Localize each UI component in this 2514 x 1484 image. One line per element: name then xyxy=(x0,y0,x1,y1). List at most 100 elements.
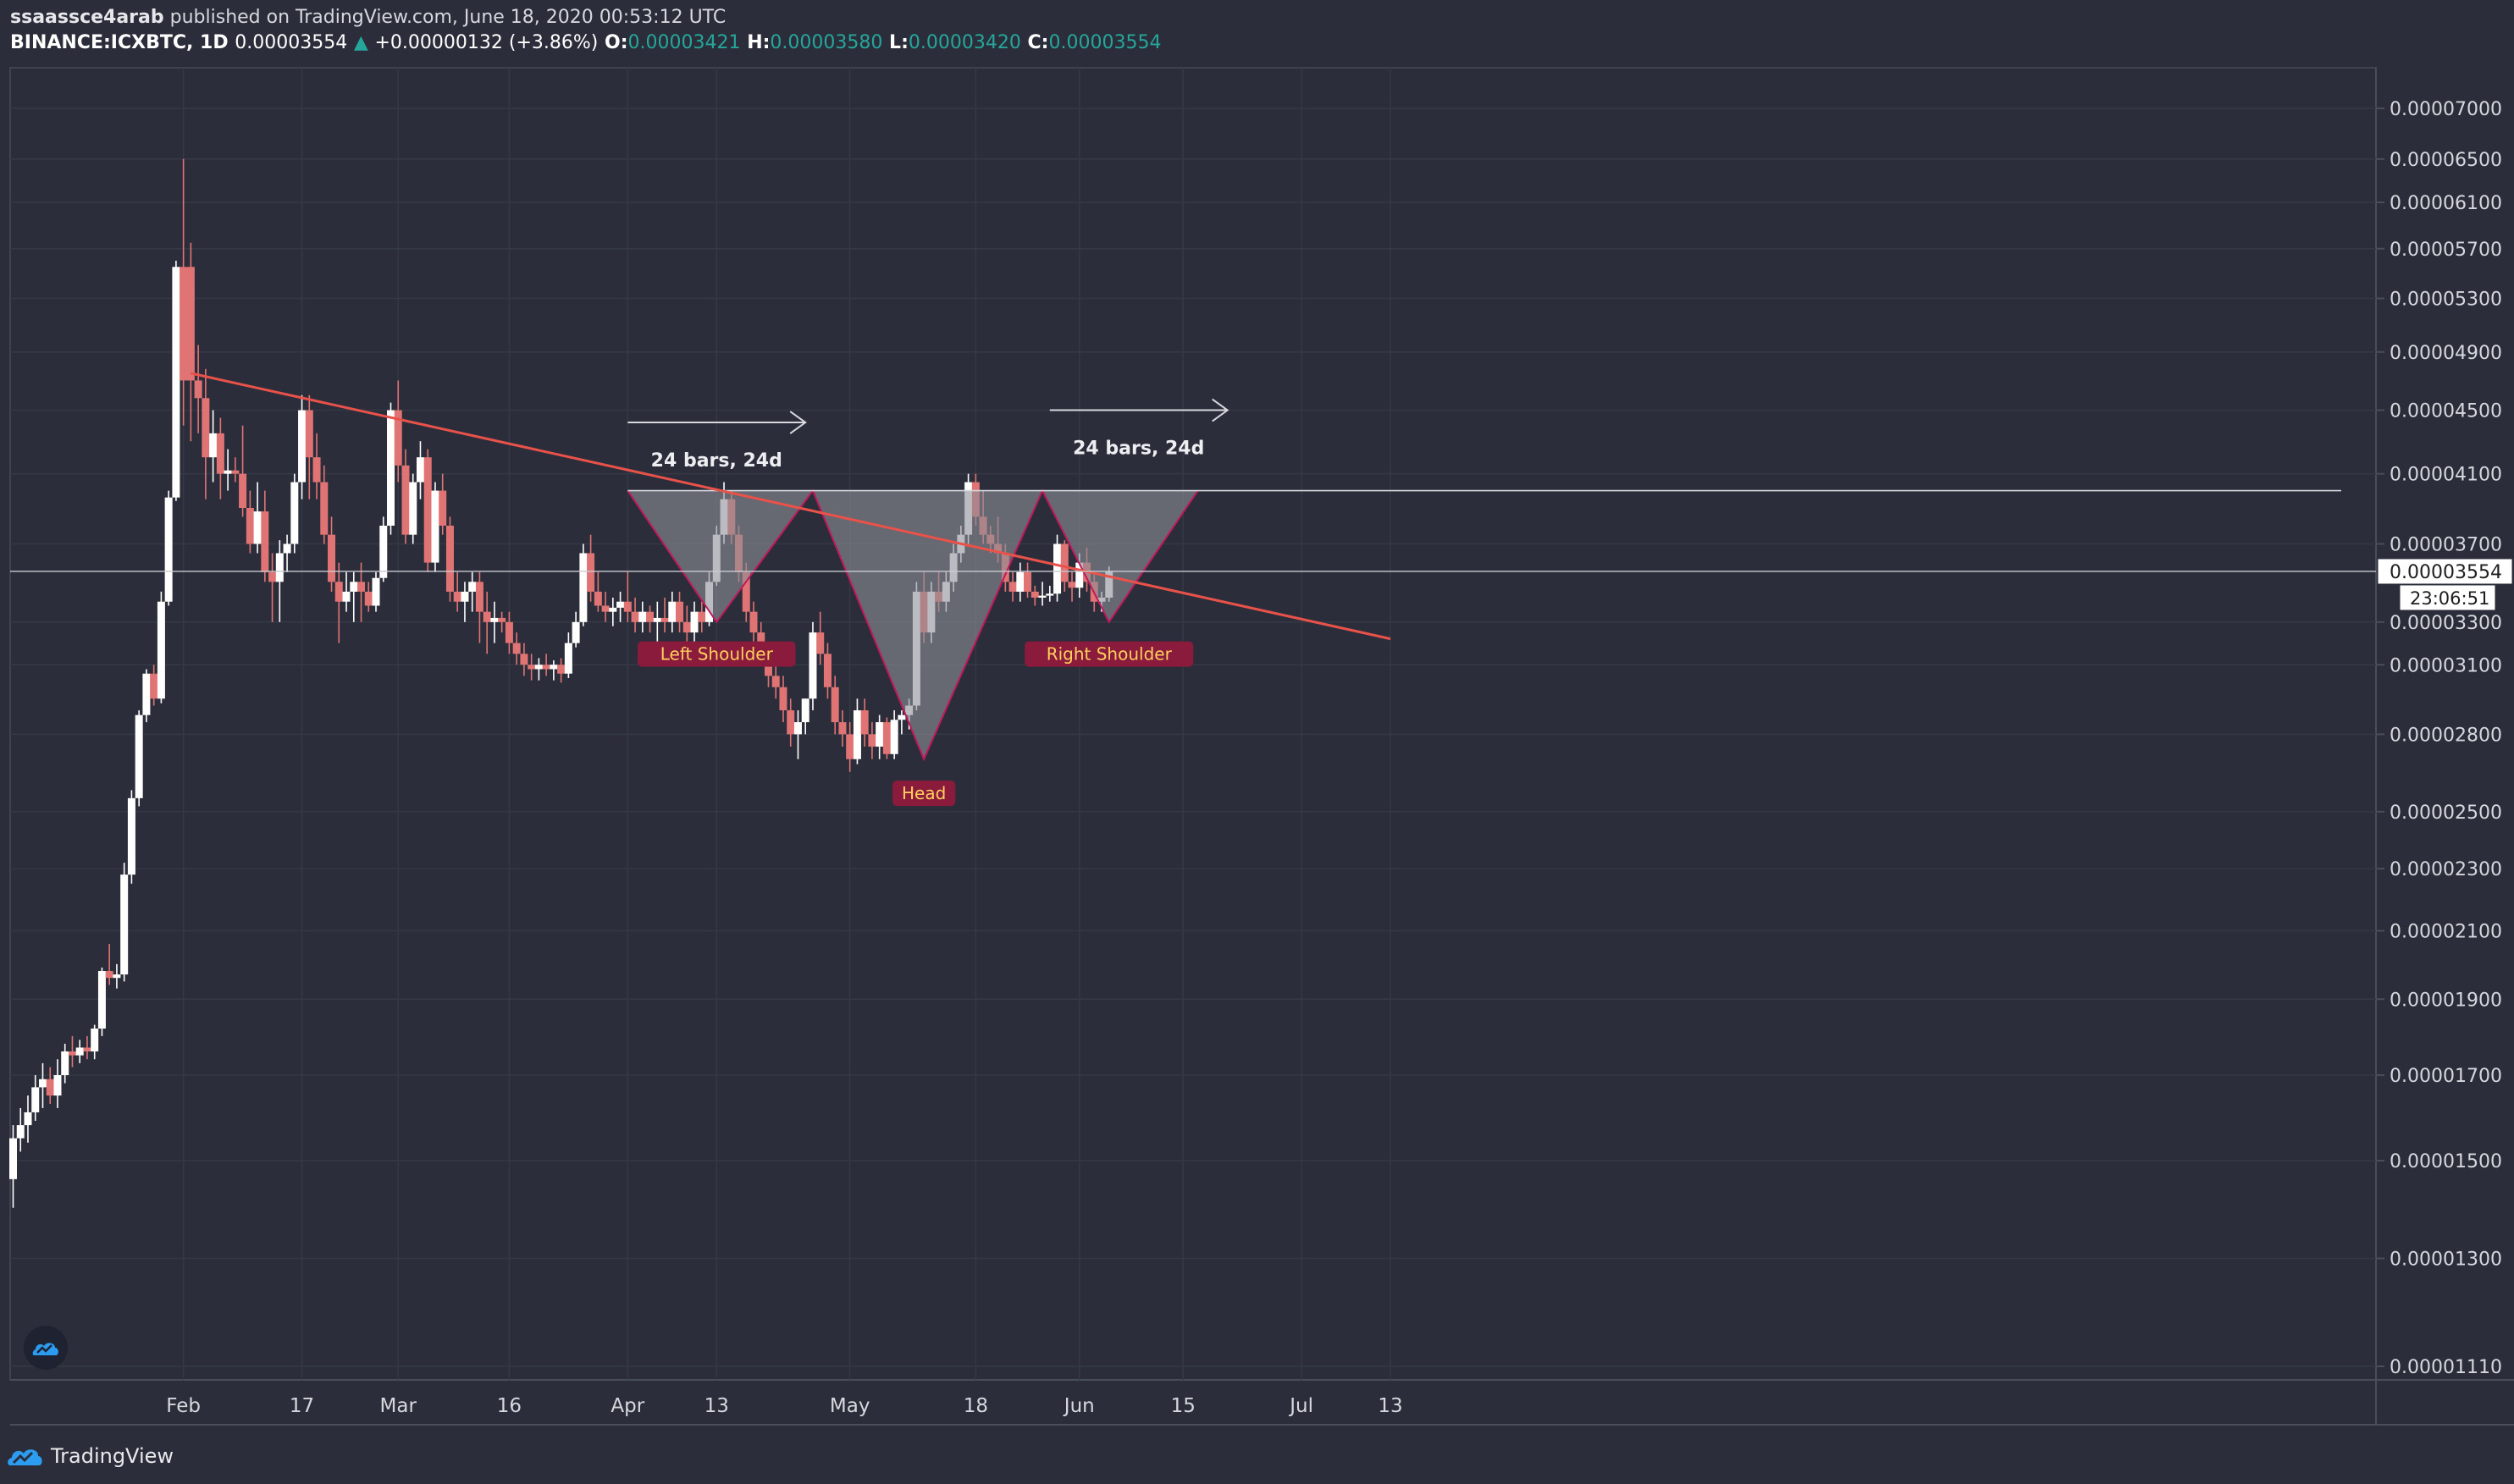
footer: TradingView xyxy=(7,1439,174,1473)
author-name[interactable]: ssaassce4arab xyxy=(10,7,164,28)
x-tick-label: Apr xyxy=(611,1395,644,1417)
current-price-box xyxy=(2377,558,2513,585)
candle-down xyxy=(831,687,839,723)
candle-up xyxy=(890,720,898,754)
candle-up xyxy=(638,611,647,622)
symbol-name[interactable]: BINANCE:ICXBTC, 1D xyxy=(10,32,229,53)
candle-up xyxy=(38,1079,47,1088)
candle-up xyxy=(416,457,424,483)
candle-down xyxy=(660,617,669,622)
close-label: C: xyxy=(1027,32,1049,53)
candle-up xyxy=(224,470,232,474)
candle-down xyxy=(505,621,513,643)
last-price: 0.00003554 xyxy=(235,32,348,53)
candle-down xyxy=(860,710,869,735)
x-tick-label: 18 xyxy=(964,1395,988,1417)
candle-down xyxy=(46,1079,54,1096)
candle-up xyxy=(564,643,572,674)
tradingview-logo-icon[interactable] xyxy=(7,1445,44,1467)
candle-up xyxy=(809,632,817,699)
candle-up xyxy=(142,673,151,715)
candle-up xyxy=(372,577,380,606)
pattern-label-box xyxy=(1025,641,1194,667)
candle-up xyxy=(342,591,351,602)
y-tick-label: 0.00001700 xyxy=(2390,1066,2502,1087)
y-tick-label: 0.00007000 xyxy=(2390,99,2502,120)
candle-down xyxy=(557,665,566,674)
arrow-head-icon xyxy=(1212,398,1229,422)
candle-down xyxy=(520,654,528,665)
candle-up xyxy=(609,607,617,612)
candle-down xyxy=(194,380,202,399)
candle-down xyxy=(823,654,832,687)
candle-down xyxy=(587,553,595,592)
high-value: 0.00003580 xyxy=(770,32,883,53)
candle-up xyxy=(431,490,439,563)
candle-up xyxy=(283,543,291,554)
candle-down xyxy=(246,507,254,544)
candle-down xyxy=(475,582,483,612)
candle-down xyxy=(261,511,269,572)
candle-up xyxy=(75,1047,84,1056)
candle-down xyxy=(239,473,247,508)
y-tick-label: 0.00001500 xyxy=(2390,1151,2502,1172)
y-tick-label: 0.00003700 xyxy=(2390,534,2502,555)
open-value: 0.00003421 xyxy=(627,32,741,53)
candle-up xyxy=(461,591,469,602)
candle-down xyxy=(631,611,639,622)
change-arrow-icon: ▲ xyxy=(353,32,368,53)
tradingview-cloud-icon[interactable] xyxy=(24,1326,68,1370)
candle-down xyxy=(682,621,691,633)
y-tick-label: 0.00002500 xyxy=(2390,803,2502,824)
candle-up xyxy=(157,601,165,699)
x-tick-label: 13 xyxy=(1378,1395,1402,1417)
plot-frame xyxy=(9,67,2377,1381)
candle-down xyxy=(542,665,550,670)
candle-down xyxy=(868,734,876,747)
low-label: L: xyxy=(889,32,909,53)
candle-up xyxy=(135,714,143,798)
current-price-label: 0.00003554 xyxy=(2390,562,2502,583)
candle-down xyxy=(1060,543,1069,582)
candle-down xyxy=(1024,571,1032,592)
candle-down xyxy=(483,611,491,622)
candle-up xyxy=(801,698,809,723)
candle-down xyxy=(512,643,521,654)
candle-up xyxy=(298,410,307,483)
y-tick-label: 0.00003300 xyxy=(2390,613,2502,634)
x-tick-label: Mar xyxy=(380,1395,417,1417)
low-value: 0.00003420 xyxy=(908,32,1021,53)
candle-up xyxy=(275,553,284,582)
open-label: O: xyxy=(605,32,628,53)
candle-up xyxy=(898,714,906,720)
publish-info: ssaassce4arab published on TradingView.c… xyxy=(10,7,726,28)
candle-down xyxy=(846,734,854,759)
candle-up xyxy=(1046,593,1054,596)
footer-brand[interactable]: TradingView xyxy=(51,1444,174,1468)
candle-up xyxy=(290,482,299,544)
candle-up xyxy=(1075,562,1084,588)
candle-up xyxy=(490,617,499,622)
candle-down xyxy=(68,1051,76,1056)
y-tick-label: 0.00005300 xyxy=(2390,289,2502,310)
pattern-label: Head xyxy=(902,783,946,803)
candle-down xyxy=(445,525,454,592)
candle-down xyxy=(453,591,461,602)
candle-down xyxy=(231,470,240,474)
x-tick-label: May xyxy=(830,1395,870,1417)
candle-up xyxy=(876,722,884,747)
candle-down xyxy=(394,410,402,466)
change-value: +0.00000132 (+3.86%) xyxy=(374,32,599,53)
candle-down xyxy=(742,571,750,612)
y-tick-label: 0.00003100 xyxy=(2390,655,2502,676)
candle-down xyxy=(838,722,847,735)
candle-up xyxy=(113,974,121,979)
candle-down xyxy=(601,605,610,612)
candle-up xyxy=(468,582,477,592)
candle-up xyxy=(16,1125,25,1139)
candle-down xyxy=(779,687,787,711)
y-tick-label: 0.00004900 xyxy=(2390,343,2502,364)
candle-down xyxy=(186,267,195,381)
candle-down xyxy=(771,676,780,687)
